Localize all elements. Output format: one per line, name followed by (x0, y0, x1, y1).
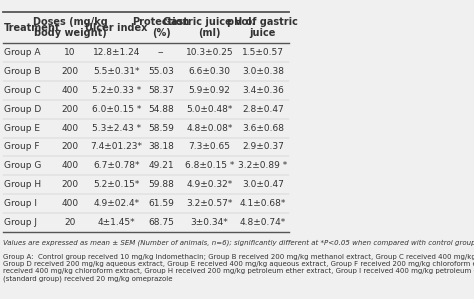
Text: 4.1±0.68*: 4.1±0.68* (240, 199, 286, 208)
Text: 400: 400 (62, 199, 79, 208)
Text: 200: 200 (62, 180, 79, 189)
Text: 5.3±2.43 *: 5.3±2.43 * (92, 123, 141, 133)
Text: 58.37: 58.37 (148, 86, 174, 95)
Text: 4.9±0.32*: 4.9±0.32* (186, 180, 233, 189)
Text: 200: 200 (62, 67, 79, 76)
Text: Group H: Group H (4, 180, 42, 189)
Text: 5.9±0.92: 5.9±0.92 (189, 86, 230, 95)
Text: 7.4±01.23*: 7.4±01.23* (91, 142, 143, 152)
Text: 200: 200 (62, 105, 79, 114)
Text: Treatment: Treatment (4, 23, 61, 33)
Text: Protection
(%): Protection (%) (133, 17, 190, 39)
Text: 6.6±0.30: 6.6±0.30 (189, 67, 230, 76)
Text: 200: 200 (62, 142, 79, 152)
Text: 38.18: 38.18 (148, 142, 174, 152)
Text: 49.21: 49.21 (148, 161, 174, 170)
Text: Doses (mg/kg
body weight): Doses (mg/kg body weight) (33, 17, 108, 39)
Text: 5.5±0.31*: 5.5±0.31* (93, 67, 140, 76)
Text: 3.0±0.38: 3.0±0.38 (242, 67, 284, 76)
Text: 7.3±0.65: 7.3±0.65 (189, 142, 230, 152)
Text: 4±1.45*: 4±1.45* (98, 218, 136, 227)
Text: Group G: Group G (4, 161, 42, 170)
Text: Group F: Group F (4, 142, 40, 152)
Text: 3.0±0.47: 3.0±0.47 (242, 180, 284, 189)
Text: 55.03: 55.03 (148, 67, 174, 76)
Text: Group A:  Control group received 10 mg/kg Indomethacin; Group B received 200 mg/: Group A: Control group received 10 mg/kg… (3, 254, 474, 282)
Text: 6.7±0.78*: 6.7±0.78* (93, 161, 140, 170)
Text: 2.9±0.37: 2.9±0.37 (242, 142, 284, 152)
Text: 10: 10 (64, 48, 76, 57)
Text: Gastric juice vol.
(ml): Gastric juice vol. (ml) (163, 17, 255, 39)
Text: Group A: Group A (4, 48, 41, 57)
Text: 400: 400 (62, 161, 79, 170)
Text: 54.88: 54.88 (148, 105, 174, 114)
Text: 3.6±0.68: 3.6±0.68 (242, 123, 284, 133)
Text: Group D: Group D (4, 105, 42, 114)
Text: 6.8±0.15 *: 6.8±0.15 * (185, 161, 234, 170)
Text: 20: 20 (64, 218, 76, 227)
Text: 61.59: 61.59 (148, 199, 174, 208)
Text: 400: 400 (62, 86, 79, 95)
Text: Group I: Group I (4, 199, 37, 208)
Text: 5.0±0.48*: 5.0±0.48* (186, 105, 233, 114)
Text: 5.2±0.15*: 5.2±0.15* (93, 180, 140, 189)
Text: Values are expressed as mean ± SEM (Number of animals, n=6); significantly diffe: Values are expressed as mean ± SEM (Numb… (3, 239, 474, 246)
Text: Group C: Group C (4, 86, 41, 95)
Text: 3.4±0.36: 3.4±0.36 (242, 86, 284, 95)
Text: Group E: Group E (4, 123, 40, 133)
Text: Group B: Group B (4, 67, 41, 76)
Text: 6.0±0.15 *: 6.0±0.15 * (92, 105, 141, 114)
Text: 4.8±0.08*: 4.8±0.08* (186, 123, 233, 133)
Text: 58.59: 58.59 (148, 123, 174, 133)
Text: 3.2±0.57*: 3.2±0.57* (186, 199, 233, 208)
Text: 4.8±0.74*: 4.8±0.74* (240, 218, 286, 227)
Text: 10.3±0.25: 10.3±0.25 (186, 48, 233, 57)
Text: 1.5±0.57: 1.5±0.57 (242, 48, 284, 57)
Text: Ulcer index: Ulcer index (85, 23, 148, 33)
Text: 68.75: 68.75 (148, 218, 174, 227)
Text: 4.9±02.4*: 4.9±02.4* (93, 199, 139, 208)
Text: pH of gastric
juice: pH of gastric juice (228, 17, 298, 39)
Text: 59.88: 59.88 (148, 180, 174, 189)
Text: 400: 400 (62, 123, 79, 133)
Text: 2.8±0.47: 2.8±0.47 (242, 105, 284, 114)
Text: 3±0.34*: 3±0.34* (191, 218, 228, 227)
Text: --: -- (158, 48, 164, 57)
Text: 5.2±0.33 *: 5.2±0.33 * (92, 86, 141, 95)
Text: Group J: Group J (4, 218, 37, 227)
Text: 3.2±0.89 *: 3.2±0.89 * (238, 161, 287, 170)
Text: 12.8±1.24: 12.8±1.24 (93, 48, 140, 57)
